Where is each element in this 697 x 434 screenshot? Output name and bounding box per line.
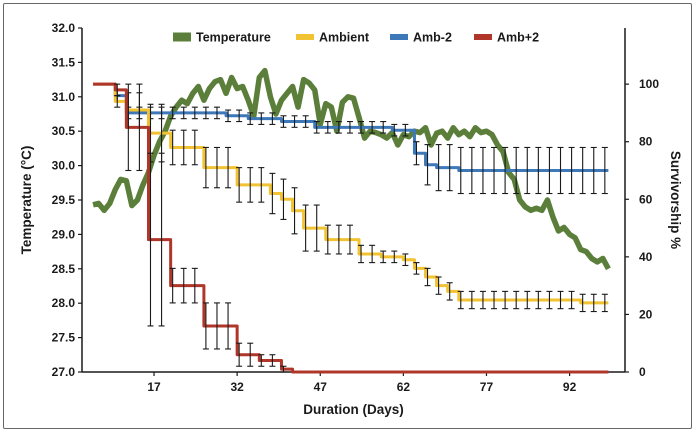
- x-tick-label: 47: [314, 380, 328, 394]
- y-left-tick-label: 30.0: [52, 159, 76, 173]
- y-left-tick-label: 27.5: [52, 331, 76, 345]
- legend-label-amb-2: Amb-2: [413, 31, 452, 45]
- y-right-tick-label: 60: [639, 192, 653, 206]
- x-tick-label: 32: [230, 380, 244, 394]
- y-left-tick-label: 31.0: [52, 90, 76, 104]
- chart-frame: [3, 3, 692, 429]
- y-right-axis-title: Survivorship %: [668, 151, 683, 249]
- y-left-tick-label: 30.5: [52, 124, 76, 138]
- series-line-temperature: [92, 67, 611, 271]
- y-right-tick-label: 40: [639, 250, 653, 264]
- x-tick-label: 92: [563, 380, 577, 394]
- y-left-tick-label: 31.5: [52, 55, 76, 69]
- y-left-tick-label: 28.5: [52, 262, 76, 276]
- y-left-tick-label: 27.0: [52, 365, 76, 379]
- y-left-tick-label: 29.0: [52, 227, 76, 241]
- y-right-tick-label: 20: [639, 307, 653, 321]
- series-line-amb-2: [93, 82, 609, 172]
- y-left-axis-title: Temperature (°C): [19, 146, 34, 255]
- legend-swatch-ambient: [296, 34, 314, 40]
- y-right-tick-label: 100: [639, 77, 659, 91]
- x-axis-title: Duration (Days): [303, 402, 404, 417]
- series-line-amb-2: [93, 82, 609, 374]
- x-tick-label: 62: [397, 380, 411, 394]
- x-tick-label: 77: [480, 380, 494, 394]
- legend-swatch-amb-2: [474, 34, 492, 40]
- legend-label-amb-2: Amb+2: [497, 31, 539, 45]
- legend-swatch-temperature: [173, 32, 191, 42]
- y-right-tick-label: 80: [639, 135, 653, 149]
- x-tick-label: 17: [147, 380, 161, 394]
- y-left-tick-label: 28.0: [52, 296, 76, 310]
- y-right-tick-label: 0: [639, 365, 646, 379]
- legend-label-temperature: Temperature: [196, 31, 271, 45]
- y-left-tick-label: 32.0: [52, 21, 76, 35]
- y-left-tick-label: 29.5: [52, 193, 76, 207]
- legend-label-ambient: Ambient: [319, 31, 370, 45]
- legend-swatch-amb-2: [390, 34, 408, 40]
